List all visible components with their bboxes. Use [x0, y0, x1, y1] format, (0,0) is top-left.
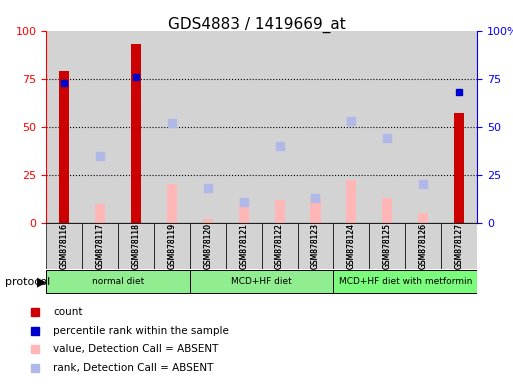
Text: normal diet: normal diet	[92, 277, 144, 286]
Text: percentile rank within the sample: percentile rank within the sample	[53, 326, 229, 336]
Text: GSM878116: GSM878116	[60, 223, 69, 269]
Bar	[418, 213, 428, 223]
Text: GSM878124: GSM878124	[347, 223, 356, 269]
Text: GSM878120: GSM878120	[203, 223, 212, 269]
Text: ▶: ▶	[37, 276, 47, 289]
Bar	[59, 71, 69, 223]
Bar	[46, 31, 82, 223]
FancyBboxPatch shape	[226, 223, 262, 269]
Bar	[203, 219, 213, 223]
Text: protocol: protocol	[5, 277, 50, 287]
Bar	[454, 113, 464, 223]
FancyBboxPatch shape	[46, 270, 190, 293]
Text: GSM878118: GSM878118	[131, 223, 141, 269]
FancyBboxPatch shape	[369, 223, 405, 269]
Text: GSM878121: GSM878121	[239, 223, 248, 269]
Text: value, Detection Call = ABSENT: value, Detection Call = ABSENT	[53, 344, 219, 354]
Text: count: count	[53, 307, 83, 317]
FancyBboxPatch shape	[190, 223, 226, 269]
Bar	[118, 31, 154, 223]
Text: GSM878117: GSM878117	[95, 223, 105, 269]
Bar	[190, 31, 226, 223]
Text: rank, Detection Call = ABSENT: rank, Detection Call = ABSENT	[53, 363, 214, 373]
Bar	[333, 31, 369, 223]
Text: GSM878121: GSM878121	[239, 223, 248, 269]
Text: MCD+HF diet with metformin: MCD+HF diet with metformin	[339, 277, 472, 286]
Text: GSM878127: GSM878127	[455, 223, 464, 269]
Text: GSM878119: GSM878119	[167, 223, 176, 269]
Text: GSM878126: GSM878126	[419, 223, 428, 269]
FancyBboxPatch shape	[46, 223, 82, 269]
FancyBboxPatch shape	[298, 223, 333, 269]
Bar	[274, 200, 285, 223]
FancyBboxPatch shape	[190, 270, 333, 293]
Bar	[239, 202, 249, 223]
Text: GSM878118: GSM878118	[131, 223, 141, 269]
Text: GSM878125: GSM878125	[383, 223, 392, 269]
Bar	[226, 31, 262, 223]
Bar	[298, 31, 333, 223]
Bar	[82, 31, 118, 223]
FancyBboxPatch shape	[333, 270, 477, 293]
Bar	[346, 180, 357, 223]
Bar	[131, 44, 141, 223]
Bar	[262, 31, 298, 223]
Text: GSM878127: GSM878127	[455, 223, 464, 269]
FancyBboxPatch shape	[262, 223, 298, 269]
FancyBboxPatch shape	[118, 223, 154, 269]
Text: GSM878123: GSM878123	[311, 223, 320, 269]
Text: GSM878125: GSM878125	[383, 223, 392, 269]
Bar	[369, 31, 405, 223]
Text: GSM878126: GSM878126	[419, 223, 428, 269]
FancyBboxPatch shape	[82, 223, 118, 269]
Bar	[154, 31, 190, 223]
Text: GSM878122: GSM878122	[275, 223, 284, 269]
Bar	[167, 184, 177, 223]
FancyBboxPatch shape	[441, 223, 477, 269]
Text: GSM878119: GSM878119	[167, 223, 176, 269]
Bar	[95, 204, 105, 223]
FancyBboxPatch shape	[405, 223, 441, 269]
Bar	[405, 31, 441, 223]
Bar	[310, 198, 321, 223]
Text: GSM878116: GSM878116	[60, 223, 69, 269]
Bar	[382, 198, 392, 223]
Bar	[441, 31, 477, 223]
FancyBboxPatch shape	[154, 223, 190, 269]
Text: GDS4883 / 1419669_at: GDS4883 / 1419669_at	[168, 17, 345, 33]
Text: GSM878117: GSM878117	[95, 223, 105, 269]
Text: GSM878120: GSM878120	[203, 223, 212, 269]
Text: GSM878122: GSM878122	[275, 223, 284, 269]
Text: GSM878124: GSM878124	[347, 223, 356, 269]
FancyBboxPatch shape	[333, 223, 369, 269]
Text: GSM878123: GSM878123	[311, 223, 320, 269]
Text: MCD+HF diet: MCD+HF diet	[231, 277, 292, 286]
